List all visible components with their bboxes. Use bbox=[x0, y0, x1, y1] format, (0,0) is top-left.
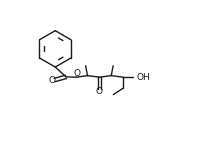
Text: O: O bbox=[48, 76, 55, 85]
Text: O: O bbox=[73, 69, 80, 78]
Text: OH: OH bbox=[136, 73, 150, 82]
Text: O: O bbox=[95, 87, 102, 96]
